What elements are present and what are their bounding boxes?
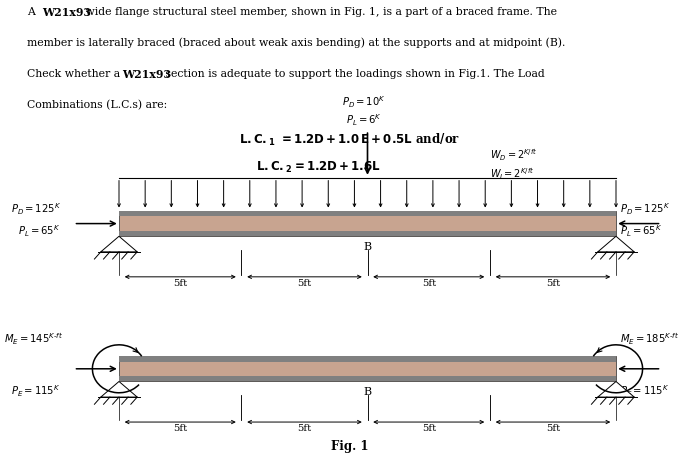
Bar (119, 211, 616, 217)
Text: section is adequate to support the loadings shown in Fig.1. The Load: section is adequate to support the loadi… (162, 69, 545, 79)
Text: 5ft: 5ft (298, 279, 312, 288)
Bar (119, 376, 616, 382)
Text: $P_E = 115^K$: $P_E = 115^K$ (10, 384, 60, 399)
Text: $W_D = 2^{K/ft}$: $W_D = 2^{K/ft}$ (490, 148, 538, 163)
Text: Check whether a: Check whether a (27, 69, 123, 79)
Text: $\mathbf{L.C._2}$$\mathbf{= 1.2D + 1.6L}$: $\mathbf{L.C._2}$$\mathbf{= 1.2D + 1.6L}… (256, 160, 381, 175)
Text: $W_I = 2^{K/ft}$: $W_I = 2^{K/ft}$ (490, 166, 534, 182)
Text: $P_D = 125^K$: $P_D = 125^K$ (620, 201, 670, 217)
Text: 5ft: 5ft (173, 279, 188, 288)
Text: $P_D = 125^K$: $P_D = 125^K$ (10, 201, 61, 217)
Polygon shape (101, 382, 137, 397)
Text: B: B (363, 387, 372, 397)
Text: 5ft: 5ft (546, 279, 560, 288)
Text: 5ft: 5ft (298, 424, 312, 433)
Text: Combinations (L.C.s) are:: Combinations (L.C.s) are: (27, 100, 167, 110)
Text: $P_D = 10^K$: $P_D = 10^K$ (342, 94, 386, 110)
Text: 5ft: 5ft (173, 424, 188, 433)
Bar (119, 356, 616, 382)
Text: member is laterally braced (braced about weak axis bending) at the supports and : member is laterally braced (braced about… (27, 38, 565, 48)
Text: $M_E= 145^{K\text{-}ft}$: $M_E= 145^{K\text{-}ft}$ (4, 331, 63, 347)
Text: $P_L = 65^K$: $P_L = 65^K$ (18, 223, 60, 239)
Text: $P_L = 65^K$: $P_L = 65^K$ (620, 223, 662, 239)
Text: A: A (27, 7, 38, 17)
Text: $M_E= 185^{K\text{-}ft}$: $M_E= 185^{K\text{-}ft}$ (620, 331, 679, 347)
Bar (119, 356, 616, 362)
Text: 5ft: 5ft (546, 424, 560, 433)
Text: W21x93: W21x93 (42, 7, 91, 18)
Text: wide flange structural steel member, shown in Fig. 1, is a part of a braced fram: wide flange structural steel member, sho… (82, 7, 557, 17)
Text: $P_L = 6^K$: $P_L = 6^K$ (346, 112, 382, 128)
Text: B: B (363, 242, 372, 252)
Polygon shape (598, 382, 634, 397)
Text: $P_E = 115^K$: $P_E = 115^K$ (620, 384, 668, 399)
Text: W21x93: W21x93 (122, 69, 172, 80)
Text: 5ft: 5ft (421, 279, 436, 288)
Text: $\mathbf{L.C._1}$ $\mathbf{= 1.2D + 1.0\, E + 0.5L}$ and/or: $\mathbf{L.C._1}$ $\mathbf{= 1.2D + 1.0\… (239, 132, 461, 148)
Text: 5ft: 5ft (421, 424, 436, 433)
Polygon shape (101, 236, 137, 252)
Polygon shape (598, 236, 634, 252)
Bar (119, 211, 616, 236)
Bar (119, 230, 616, 236)
Text: Fig. 1: Fig. 1 (331, 440, 369, 453)
